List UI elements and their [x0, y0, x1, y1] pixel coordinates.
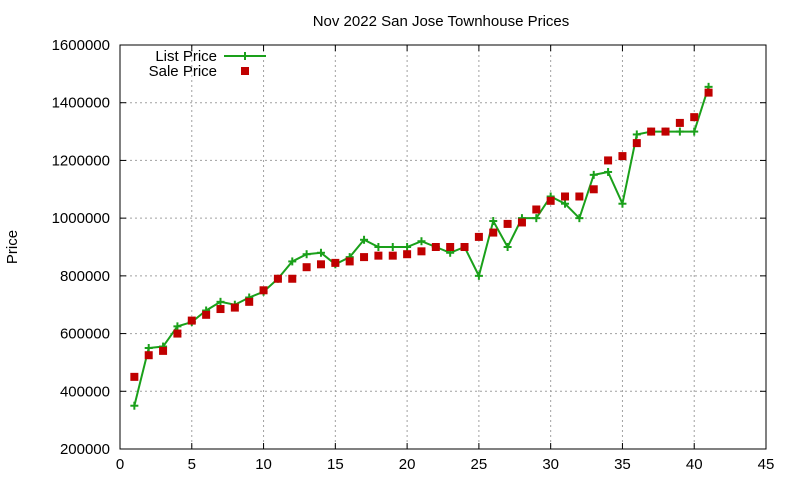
legend-plus-marker [241, 52, 249, 60]
plot-frame [119, 44, 767, 450]
sale-price-point [675, 118, 684, 127]
list-price-point [388, 243, 397, 251]
y-tick-label: 1400000 [52, 95, 110, 112]
sale-price-point [517, 218, 526, 227]
sale-price-point [173, 329, 182, 338]
sale-price-point [374, 251, 383, 260]
list-price-point [374, 243, 383, 251]
sale-price-point [532, 205, 541, 214]
x-tick-label: 25 [471, 456, 488, 473]
x-tick-label: 20 [399, 456, 416, 473]
list-price-point [690, 127, 699, 136]
sale-price-point [302, 263, 311, 272]
list-price-point [316, 248, 325, 257]
legend-swatch-sale-price [241, 67, 249, 75]
legend-label-sale-price: Sale Price [149, 63, 217, 80]
list-price-point [288, 257, 297, 266]
sale-price-point [704, 88, 713, 97]
list-price-point [403, 243, 412, 251]
x-tick-label: 30 [542, 456, 559, 473]
sale-price-point [561, 192, 570, 201]
sale-price-point [604, 156, 613, 165]
y-tick-label: 1000000 [52, 210, 110, 227]
legend-square-marker [241, 67, 249, 75]
sale-price-point [273, 274, 282, 283]
sale-price-point [647, 127, 656, 136]
series-sale-price [130, 88, 713, 381]
sale-price-point [632, 139, 641, 148]
x-tick-label: 5 [188, 456, 196, 473]
sale-price-point [546, 196, 555, 205]
x-tick-label: 35 [614, 456, 631, 473]
sale-price-point [460, 243, 469, 251]
y-tick-label: 600000 [60, 326, 110, 343]
sale-price-point [388, 251, 397, 260]
list-price-point [173, 322, 182, 331]
legend: List Price Sale Price [149, 48, 266, 80]
sale-price-point [474, 232, 483, 241]
sale-price-point [316, 260, 325, 269]
list-price-point [575, 214, 584, 223]
x-tick-label: 40 [686, 456, 703, 473]
sale-price-point [589, 185, 598, 194]
list-price-point [532, 214, 541, 223]
x-tick-label: 45 [758, 456, 775, 473]
y-tick-label: 1200000 [52, 152, 110, 169]
list-price-point [489, 217, 498, 226]
sale-price-point [230, 303, 239, 312]
x-tick-label: 15 [327, 456, 344, 473]
x-tick-label: 10 [255, 456, 272, 473]
legend-label-list-price: List Price [155, 48, 217, 65]
sale-price-point [259, 286, 268, 295]
list-price-point [618, 199, 627, 208]
sale-price-point [245, 297, 254, 306]
list-price-point [503, 243, 512, 251]
sale-price-point [503, 219, 512, 228]
sale-price-point [489, 228, 498, 237]
list-price-point [302, 250, 311, 259]
series-list-price [130, 82, 713, 410]
list-price-point [589, 170, 598, 179]
sale-price-point [618, 152, 627, 161]
list-price-point [360, 235, 369, 244]
series-layer [130, 82, 713, 410]
x-tick-label: 0 [116, 456, 124, 473]
sale-price-point [431, 243, 440, 251]
sale-price-point [446, 243, 455, 251]
sale-price-point [575, 192, 584, 201]
sale-price-point [403, 250, 412, 259]
sale-price-point [202, 310, 211, 319]
list-price-point [474, 271, 483, 280]
sale-price-point [216, 305, 225, 314]
list-price-point [561, 199, 570, 208]
grid-lines [120, 45, 766, 449]
sale-price-point [144, 351, 153, 360]
legend-swatch-list-price [224, 52, 266, 60]
chart-title: Nov 2022 San Jose Townhouse Prices [313, 13, 570, 30]
list-price-point [144, 344, 153, 352]
list-price-point [675, 127, 684, 136]
sale-price-point [187, 316, 196, 325]
sale-price-point [360, 253, 369, 262]
list-price-point [604, 167, 613, 176]
sale-price-point [130, 372, 139, 381]
y-tick-label: 800000 [60, 268, 110, 285]
sale-price-point [331, 258, 340, 267]
list-price-point [632, 130, 641, 139]
y-tick-label: 1600000 [52, 37, 110, 54]
sale-price-point [661, 127, 670, 136]
sale-price-point [417, 247, 426, 256]
sale-price-point [159, 346, 168, 355]
list-price-point [130, 401, 139, 410]
y-tick-label: 400000 [60, 383, 110, 400]
axis-ticks: 0 5 10 15 20 25 30 35 40 45 200000 400000 600000 8000… [52, 37, 775, 473]
sale-price-point [288, 274, 297, 283]
sale-price-point [345, 257, 354, 266]
sale-price-point [690, 113, 699, 122]
y-axis-label: Price [4, 230, 21, 264]
y-tick-label: 200000 [60, 441, 110, 458]
list-price-point [417, 237, 426, 246]
list-price-point [216, 297, 225, 306]
